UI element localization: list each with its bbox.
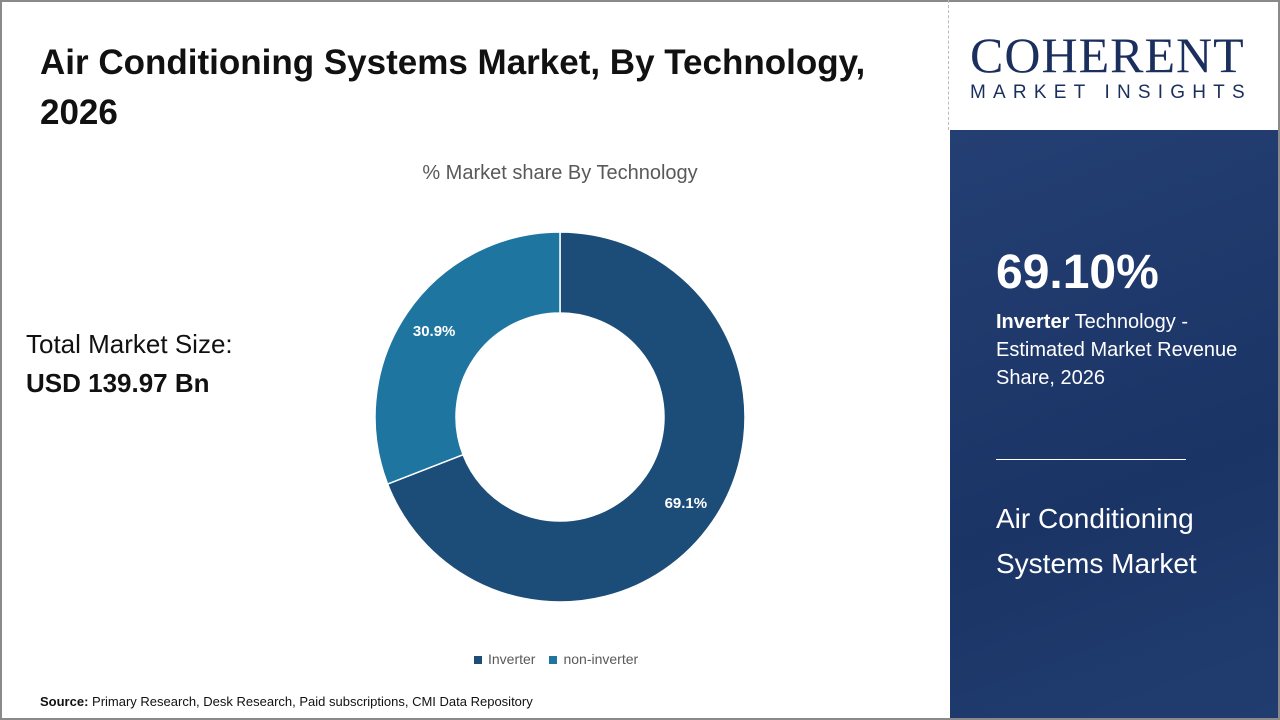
highlight-text: Technology - Estimated Market Revenue Sh… — [996, 311, 1238, 389]
legend-swatch — [474, 656, 482, 664]
chart-title: % Market share By Technology — [422, 162, 698, 184]
source-label: Source: — [40, 694, 89, 709]
panel-divider — [996, 459, 1186, 460]
legend: Inverter non-inverter — [474, 650, 638, 668]
logo-tagline: MARKET INSIGHTS — [970, 82, 1252, 103]
logo: COHERENT MARKET INSIGHTS — [950, 2, 1278, 130]
total-label: Total Market Size: — [26, 329, 233, 359]
page-title: Air Conditioning Systems Market, By Tech… — [40, 43, 866, 132]
legend-swatch — [549, 656, 558, 664]
donut-chart: 69.1% 30.9% — [374, 231, 746, 603]
highlight-segment: Inverter — [996, 311, 1070, 333]
source-note: Source: Primary Research, Desk Research,… — [40, 694, 533, 710]
highlight-description: Inverter Technology - Estimated Market R… — [996, 308, 1246, 392]
logo-wordmark: COHERENT — [970, 27, 1245, 83]
legend-label: Inverter — [488, 651, 536, 667]
legend-item-non-inverter: non-inverter — [549, 650, 638, 668]
donut-slice-non-inverter — [374, 231, 561, 485]
donut-slice-inverter — [386, 231, 746, 603]
highlight-panel: 69.10% Inverter Technology - Estimated M… — [950, 130, 1278, 718]
data-label: 30.9% — [413, 323, 456, 340]
divider — [948, 0, 949, 130]
source-text: Primary Research, Desk Research, Paid su… — [92, 694, 533, 709]
market-name: Air Conditioning Systems Market — [996, 503, 1197, 579]
data-label: 69.1% — [665, 495, 708, 512]
total-market-size: Total Market Size: USD 139.97 Bn — [26, 325, 233, 403]
highlight-percent: 69.10% — [996, 246, 1159, 299]
total-value: USD 139.97 Bn — [26, 368, 210, 398]
legend-item-inverter: Inverter — [474, 650, 535, 668]
legend-label: non-inverter — [563, 651, 639, 667]
